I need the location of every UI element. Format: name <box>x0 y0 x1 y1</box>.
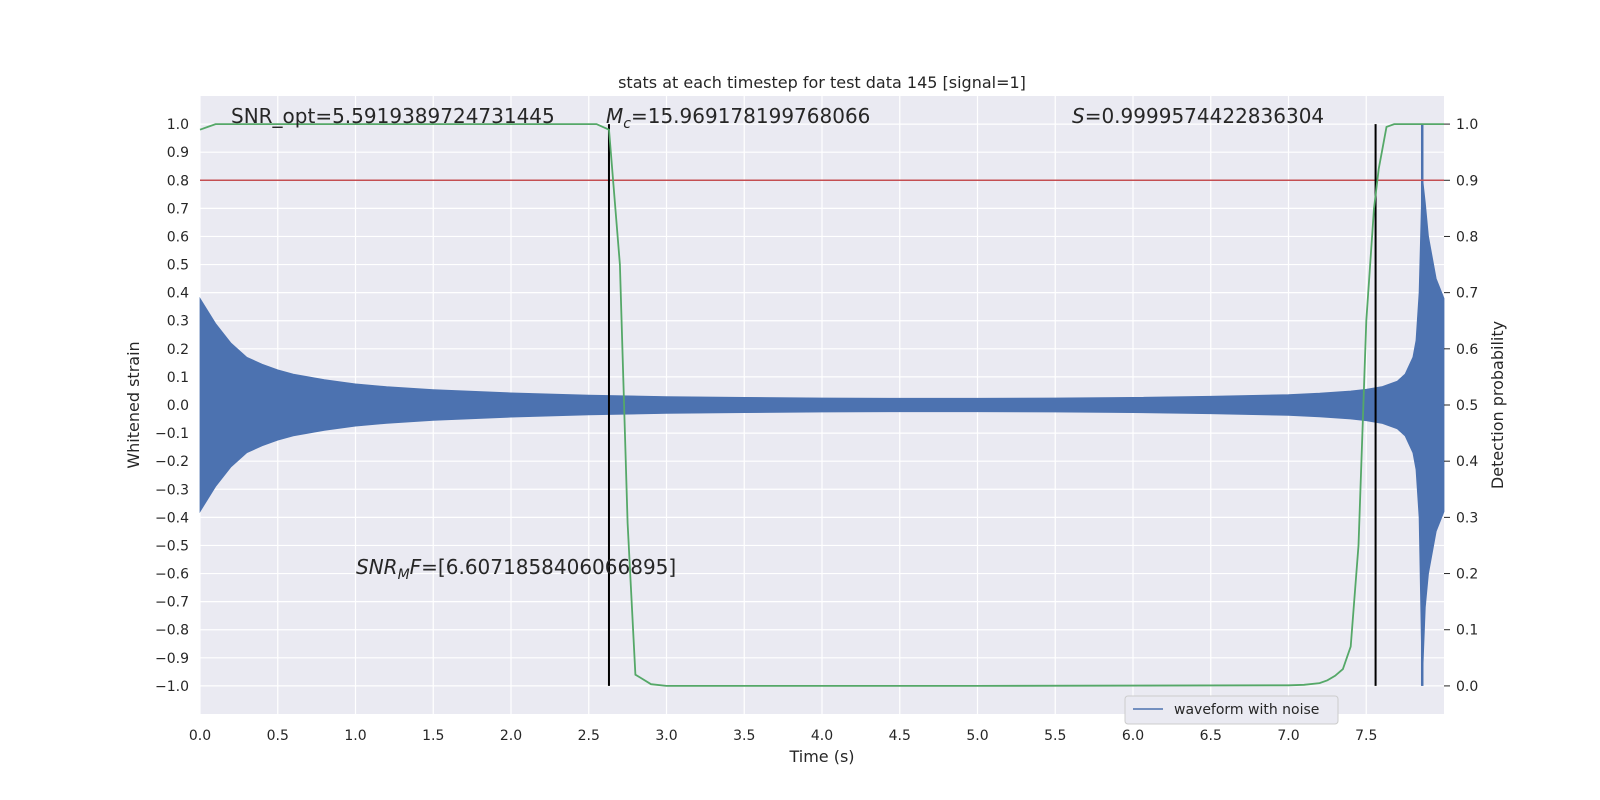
y-right-tick-label: 0.0 <box>1456 679 1478 695</box>
x-tick-label: 2.0 <box>500 728 522 744</box>
x-tick-label: 0.0 <box>189 728 211 744</box>
y-right-axis-ticks: 0.0 0.1 0.2 0.3 0.4 0.5 0.6 0.7 0.8 0.9 1.0 <box>1444 117 1478 695</box>
x-tick-label: 6.0 <box>1122 728 1144 744</box>
x-tick-label: 6.5 <box>1200 728 1222 744</box>
y-left-tick-label: −0.6 <box>155 567 189 583</box>
detection-probability-line <box>199 123 1444 687</box>
x-tick-label: 7.5 <box>1355 728 1377 744</box>
y-right-tick-label: 0.3 <box>1456 510 1478 526</box>
y-left-tick-label: −0.1 <box>155 426 189 442</box>
annotation-s: S=0.9999574422836304 <box>1072 104 1324 128</box>
y-left-tick-label: 0.4 <box>167 286 189 302</box>
annotation-snr-mf-sub: M <box>398 567 410 583</box>
x-tick-label: 1.0 <box>344 728 366 744</box>
y-right-tick-label: 0.4 <box>1456 454 1478 470</box>
x-axis-ticks: 0.0 0.5 1.0 1.5 2.0 2.5 3.0 3.5 4.0 4.5 5.0 5.5 6.0 6… <box>189 728 1378 744</box>
x-tick-label: 4.0 <box>811 728 833 744</box>
y-left-axis-ticks: 1.0 0.9 0.8 0.7 0.6 0.5 0.4 0.3 0.2 0.1 0.0 −0.1 −0.… <box>155 117 189 695</box>
x-tick-label: 3.5 <box>733 728 755 744</box>
annotation-chirp-mass: Mc=15.969178199768066 <box>606 104 870 132</box>
legend-label: waveform with noise <box>1174 702 1319 718</box>
y-right-tick-label: 0.1 <box>1456 623 1478 639</box>
annotation-chirp-mass-symbol: M <box>606 104 623 128</box>
annotation-snr-mf: SNRMF=[6.6071858406066895] <box>356 555 676 583</box>
annotation-chirp-mass-sub: c <box>623 116 631 132</box>
legend-box <box>1124 695 1339 725</box>
x-tick-label: 7.0 <box>1277 728 1299 744</box>
y-left-tick-label: 0.6 <box>167 229 189 245</box>
y-left-tick-label: −0.7 <box>155 595 189 611</box>
y-right-tick-label: 0.8 <box>1456 229 1478 245</box>
y-left-tick-label: −0.5 <box>155 538 189 554</box>
x-tick-label: 3.0 <box>655 728 677 744</box>
y-left-tick-label: −0.9 <box>155 651 189 667</box>
y-left-axis-label: Whitened strain <box>124 341 143 468</box>
y-left-tick-label: 1.0 <box>167 117 189 133</box>
y-left-tick-label: 0.2 <box>167 342 189 358</box>
y-right-axis-label: Detection probability <box>1488 321 1507 489</box>
x-tick-label: 4.5 <box>889 728 911 744</box>
x-tick-label: 5.5 <box>1044 728 1066 744</box>
x-tick-label: 1.5 <box>422 728 444 744</box>
annotation-snr-opt: SNR_opt=5.5919389724731445 <box>231 104 555 128</box>
y-right-tick-label: 1.0 <box>1456 117 1478 133</box>
y-right-tick-label: 0.5 <box>1456 398 1478 414</box>
y-left-tick-label: 0.8 <box>167 173 189 189</box>
annotation-snr-mf-symbol: SNR <box>356 555 398 579</box>
y-left-tick-label: −1.0 <box>155 679 189 695</box>
legend: waveform with noise <box>1124 695 1339 725</box>
y-left-tick-label: 0.7 <box>167 201 189 217</box>
y-left-tick-label: 0.5 <box>167 258 189 274</box>
y-left-tick-label: −0.4 <box>155 510 189 526</box>
overlays <box>199 123 1444 687</box>
annotation-s-value: =0.9999574422836304 <box>1085 104 1324 128</box>
y-left-tick-label: −0.3 <box>155 482 189 498</box>
y-left-tick-label: 0.3 <box>167 314 189 330</box>
annotation-snr-mf-value: =[6.6071858406066895] <box>421 555 676 579</box>
annotation-s-symbol: S <box>1072 104 1085 128</box>
x-axis-label: Time (s) <box>788 747 854 766</box>
chart-title: stats at each timestep for test data 145… <box>618 73 1026 92</box>
y-right-tick-label: 0.9 <box>1456 173 1478 189</box>
y-right-tick-label: 0.2 <box>1456 567 1478 583</box>
x-tick-label: 2.5 <box>578 728 600 744</box>
x-tick-label: 0.5 <box>267 728 289 744</box>
annotation-chirp-mass-value: =15.969178199768066 <box>631 104 870 128</box>
y-left-tick-label: −0.2 <box>155 454 189 470</box>
y-left-tick-label: 0.0 <box>167 398 189 414</box>
annotation-snr-mf-f: F <box>410 555 422 579</box>
y-left-tick-label: 0.9 <box>167 145 189 161</box>
y-left-tick-label: −0.8 <box>155 623 189 639</box>
x-tick-label: 5.0 <box>966 728 988 744</box>
waveform-envelope <box>199 174 1445 686</box>
y-right-tick-label: 0.7 <box>1456 286 1478 302</box>
waveform-series <box>199 124 1445 686</box>
y-right-tick-label: 0.6 <box>1456 342 1478 358</box>
y-left-tick-label: 0.1 <box>167 370 189 386</box>
